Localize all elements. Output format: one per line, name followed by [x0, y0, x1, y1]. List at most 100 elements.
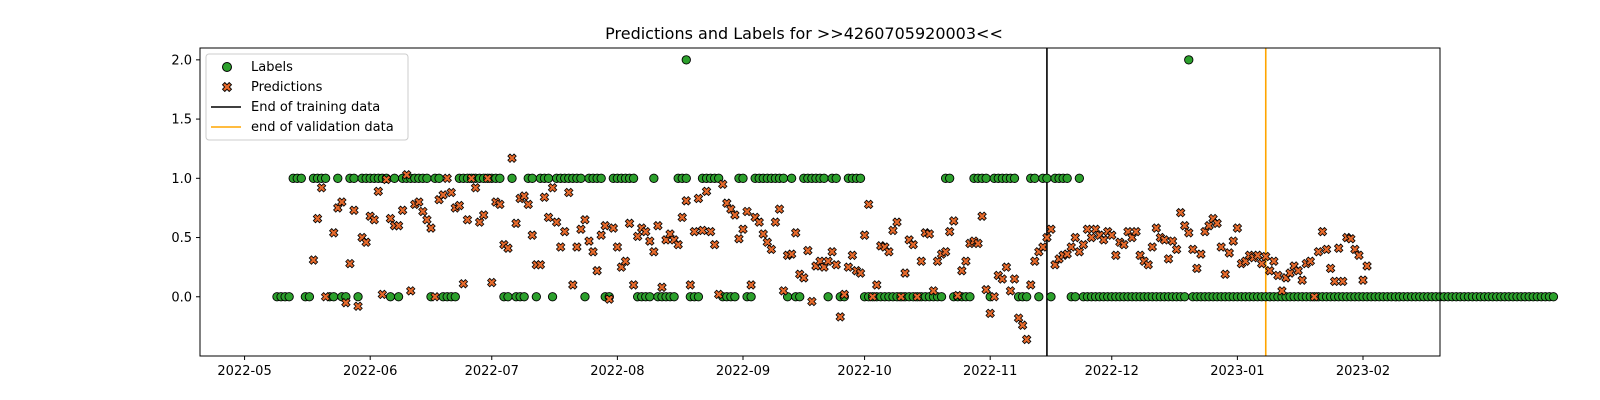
label-point — [831, 173, 841, 183]
label-point — [329, 292, 339, 302]
prediction-point — [855, 268, 866, 278]
prediction-point — [1009, 274, 1020, 284]
label-point — [1184, 55, 1194, 65]
prediction-point — [385, 213, 396, 224]
prediction-point — [1017, 320, 1028, 330]
prediction-point — [588, 246, 598, 257]
prediction-point — [888, 225, 898, 236]
prediction-point — [1358, 275, 1368, 285]
prediction-point — [742, 206, 752, 217]
prediction-point — [539, 192, 550, 203]
prediction-point — [1131, 226, 1141, 237]
prediction-point — [863, 199, 874, 210]
prediction-point — [758, 229, 769, 239]
prediction-point — [645, 236, 655, 246]
y-axis: 0.0 0.5 1.0 1.5 2.0 — [171, 53, 200, 305]
prediction-point — [454, 200, 465, 211]
prediction-point — [1159, 235, 1170, 245]
x-tick-label: 2022-09 — [716, 364, 770, 379]
prediction-point — [397, 205, 408, 216]
label-point — [434, 173, 444, 183]
x-tick-label: 2022-12 — [1085, 364, 1139, 379]
x-axis: 2022-05 2022-06 2022-07 2022-08 2022-09 2022-… — [217, 356, 1390, 379]
prediction-point — [1029, 256, 1040, 267]
prediction-point — [839, 289, 850, 300]
prediction-point — [961, 256, 971, 267]
prediction-point — [928, 286, 939, 296]
label-point — [596, 173, 606, 183]
prediction-point — [835, 312, 846, 322]
prediction-point — [312, 213, 323, 224]
prediction-point — [900, 268, 910, 278]
prediction-point — [1183, 228, 1194, 238]
label-point — [320, 173, 331, 183]
prediction-point — [799, 273, 809, 283]
prediction-point — [916, 256, 927, 267]
label-point — [945, 173, 955, 183]
prediction-point — [912, 291, 923, 302]
prediction-point — [778, 286, 789, 296]
prediction-point — [377, 289, 388, 300]
prediction-point — [466, 173, 477, 184]
prediction-point — [612, 242, 623, 252]
legend-labels-marker — [222, 62, 232, 72]
label-point — [649, 173, 659, 183]
label-point — [795, 292, 805, 302]
prediction-point — [831, 260, 841, 270]
label-point — [519, 292, 529, 302]
prediction-point — [1192, 263, 1202, 274]
legend-box — [205, 53, 409, 141]
label-point — [1030, 173, 1040, 183]
label-point — [422, 173, 432, 183]
prediction-point — [786, 249, 797, 259]
prediction-point — [555, 242, 566, 252]
prediction-point — [693, 193, 704, 204]
prediction-point — [685, 280, 696, 290]
plot-area — [199, 47, 1559, 357]
x-tick-label: 2023-01 — [1210, 364, 1264, 379]
prediction-point — [495, 199, 505, 210]
prediction-point — [1277, 286, 1287, 296]
prediction-point — [430, 291, 440, 302]
label-point — [385, 292, 396, 302]
prediction-point — [1179, 220, 1190, 231]
prediction-point — [345, 258, 355, 269]
prediction-point — [1337, 276, 1348, 287]
prediction-point — [859, 230, 870, 240]
label-point — [531, 292, 541, 302]
prediction-point — [1025, 280, 1036, 290]
y-tick-label: 2.0 — [171, 53, 192, 68]
prediction-point — [1147, 242, 1158, 252]
label-point — [389, 173, 400, 183]
label-point — [333, 173, 343, 183]
prediction-point — [1078, 239, 1089, 250]
label-point — [628, 173, 639, 183]
prediction-point — [572, 242, 582, 252]
legend: Labels Predictions End of training data … — [205, 53, 409, 141]
prediction-point — [568, 280, 578, 290]
prediction-point — [1143, 260, 1154, 270]
prediction-point — [596, 230, 606, 240]
label-point — [1062, 173, 1072, 183]
prediction-point — [734, 233, 744, 244]
prediction-point — [709, 239, 720, 250]
prediction-point — [414, 197, 424, 207]
prediction-point — [308, 255, 319, 265]
label-point — [819, 173, 829, 183]
prediction-point — [681, 196, 692, 206]
prediction-point — [770, 217, 781, 227]
prediction-point — [401, 169, 412, 180]
prediction-point — [1305, 256, 1316, 267]
label-point — [645, 292, 655, 302]
prediction-point — [717, 179, 728, 190]
prediction-point — [353, 301, 363, 312]
prediction-point — [337, 197, 347, 207]
label-point — [353, 292, 363, 302]
prediction-point — [470, 183, 481, 193]
prediction-point — [948, 216, 959, 226]
prediction-point — [1086, 232, 1097, 243]
label-point — [495, 173, 505, 183]
label-point — [580, 292, 590, 302]
prediction-point — [446, 187, 457, 198]
prediction-point — [426, 223, 436, 233]
